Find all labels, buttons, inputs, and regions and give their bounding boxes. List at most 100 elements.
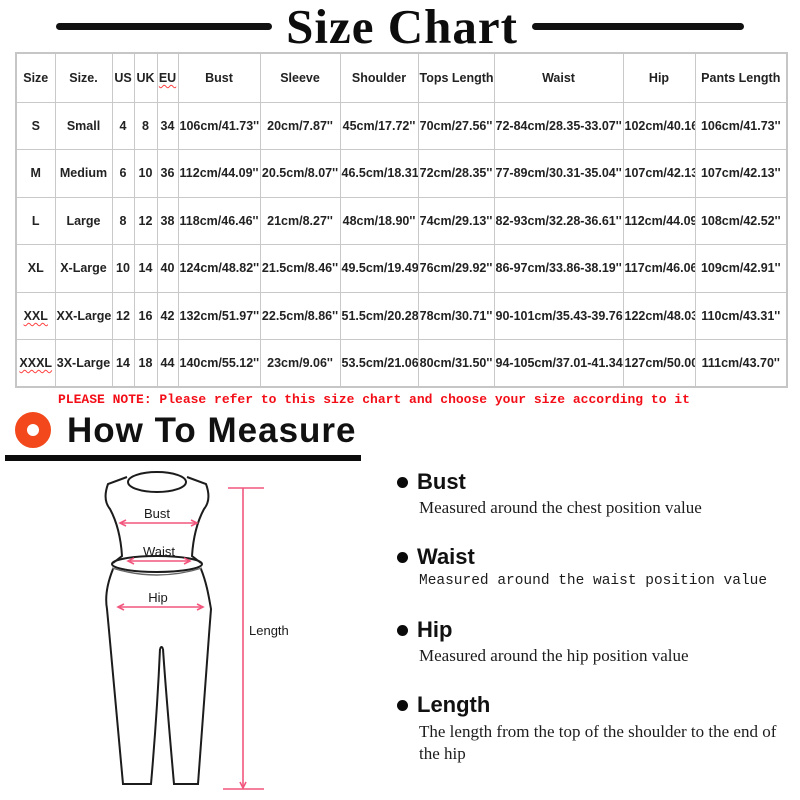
size-cell: 12 bbox=[111, 291, 135, 340]
garment-top-outline bbox=[104, 471, 210, 573]
size-cell: 112cm/44.09'' bbox=[622, 196, 696, 245]
size-cell: 132cm/51.97'' bbox=[177, 291, 261, 340]
garment-pants-outline bbox=[105, 567, 213, 785]
size-cell: 118cm/46.46'' bbox=[177, 196, 261, 245]
measure-item-bust: Bust Measured around the chest position v… bbox=[397, 469, 797, 519]
bullet-dot-icon bbox=[397, 476, 408, 488]
size-cell: XXL bbox=[15, 291, 56, 340]
size-cell: XL bbox=[15, 244, 56, 293]
measure-definitions: Bust Measured around the chest position v… bbox=[397, 469, 797, 791]
size-cell: 12 bbox=[133, 196, 158, 245]
col-header-uk: UK bbox=[133, 52, 158, 103]
size-cell: 77-89cm/30.31-35.04'' bbox=[493, 149, 624, 198]
bullet-dot-icon bbox=[397, 699, 408, 711]
measurement-lines bbox=[116, 487, 264, 790]
size-cell: S bbox=[15, 101, 56, 150]
size-row-xxxl: XXXL 3X-Large 14 18 44 140cm/55.12'' 23cm/9.06… bbox=[15, 339, 788, 388]
size-cell: 34 bbox=[156, 101, 179, 150]
size-cell: 90-101cm/35.43-39.76'' bbox=[493, 291, 624, 340]
size-cell: 44 bbox=[156, 339, 179, 388]
size-cell: 109cm/42.91'' bbox=[694, 244, 788, 293]
col-header-size-: Size. bbox=[54, 52, 113, 103]
page-title: Size Chart bbox=[286, 0, 518, 54]
size-row-m: M Medium 6 10 36 112cm/44.09'' 20.5cm/8.07'' 46… bbox=[15, 149, 788, 198]
size-cell: 8 bbox=[133, 101, 158, 150]
measure-item-heading: Waist bbox=[397, 545, 797, 569]
measure-desc: Measured around the chest position value bbox=[419, 498, 702, 518]
size-cell: 20.5cm/8.07'' bbox=[259, 149, 341, 198]
measure-label: Length bbox=[417, 692, 491, 718]
measure-desc: Measured around the hip position value bbox=[419, 646, 689, 666]
size-table-body: S Small 4 8 34 106cm/41.73'' 20cm/7.87'' 45cm/1… bbox=[15, 101, 788, 388]
measure-desc: The length from the top of the shoulder … bbox=[419, 721, 777, 763]
size-cell: 10 bbox=[111, 244, 135, 293]
size-cell: 40 bbox=[156, 244, 179, 293]
measure-label: Hip bbox=[417, 617, 453, 643]
size-cell: 14 bbox=[111, 339, 135, 388]
col-header-pants-length: Pants Length bbox=[694, 52, 788, 103]
size-cell: XXXL bbox=[15, 339, 56, 388]
size-cell: 140cm/55.12'' bbox=[177, 339, 261, 388]
diagram-bust-label: Bust bbox=[144, 506, 170, 521]
title-decorative-line-right bbox=[531, 22, 744, 30]
size-cell: 22.5cm/8.86'' bbox=[259, 291, 341, 340]
size-cell: 94-105cm/37.01-41.34'' bbox=[493, 339, 624, 388]
size-cell: 21.5cm/8.46'' bbox=[259, 244, 341, 293]
size-row-s: S Small 4 8 34 106cm/41.73'' 20cm/7.87'' 45cm/1… bbox=[15, 101, 788, 150]
size-cell: 106cm/41.73'' bbox=[177, 101, 261, 150]
measure-item-length: Length The length from the top of the sho… bbox=[397, 693, 797, 764]
measure-item-hip: Hip Measured around the hip position valu… bbox=[397, 617, 797, 667]
size-cell: 108cm/42.52'' bbox=[694, 196, 788, 245]
size-cell: Medium bbox=[54, 149, 113, 198]
size-table-header-row: Size Size. US UK EU Bust Sleeve Shoulder Tops Le… bbox=[15, 52, 788, 103]
col-header-shoulder: Shoulder bbox=[339, 52, 419, 103]
size-cell: 4 bbox=[111, 101, 135, 150]
measure-label: Bust bbox=[417, 469, 466, 494]
size-cell: 42 bbox=[156, 291, 179, 340]
size-row-xl: XL X-Large 10 14 40 124cm/48.82'' 21.5cm/8.46'… bbox=[15, 244, 788, 293]
col-header-eu: EU bbox=[156, 52, 179, 103]
size-cell: 111cm/43.70'' bbox=[694, 339, 788, 388]
size-cell: 18 bbox=[133, 339, 158, 388]
size-cell: 76cm/29.92'' bbox=[417, 244, 495, 293]
size-cell: M bbox=[15, 149, 56, 198]
measure-item-heading: Length bbox=[397, 693, 797, 717]
size-cell: 3X-Large bbox=[54, 339, 113, 388]
size-cell: 45cm/17.72'' bbox=[339, 101, 419, 150]
measure-item-waist: Waist Measured around the waist position … bbox=[397, 545, 797, 592]
size-cell: 127cm/50.00'' bbox=[622, 339, 696, 388]
size-cell: 21cm/8.27'' bbox=[259, 196, 341, 245]
size-cell: 107cm/42.13'' bbox=[694, 149, 788, 198]
diagram-hip-label: Hip bbox=[148, 590, 168, 605]
size-cell: 14 bbox=[133, 244, 158, 293]
size-cell: 53.5cm/21.06'' bbox=[339, 339, 419, 388]
size-cell: 107cm/42.13'' bbox=[622, 149, 696, 198]
size-cell: 38 bbox=[156, 196, 179, 245]
size-cell: 46.5cm/18.31'' bbox=[339, 149, 419, 198]
measure-item-heading: Bust bbox=[397, 469, 797, 494]
size-cell: Large bbox=[54, 196, 113, 245]
size-cell: 70cm/27.56'' bbox=[417, 101, 495, 150]
size-cell: 86-97cm/33.86-38.19'' bbox=[493, 244, 624, 293]
size-cell: 20cm/7.87'' bbox=[259, 101, 341, 150]
col-header-hip: Hip bbox=[622, 52, 696, 103]
size-cell: 82-93cm/32.28-36.61'' bbox=[493, 196, 624, 245]
bullet-dot-icon bbox=[397, 624, 408, 636]
size-note: PLEASE NOTE: Please refer to this size c… bbox=[58, 392, 690, 407]
size-cell: 78cm/30.71'' bbox=[417, 291, 495, 340]
size-cell: XX-Large bbox=[54, 291, 113, 340]
heading-underline bbox=[5, 455, 361, 461]
size-cell: 80cm/31.50'' bbox=[417, 339, 495, 388]
bullet-dot-icon bbox=[397, 551, 408, 563]
size-cell: 122cm/48.03'' bbox=[622, 291, 696, 340]
size-cell: Small bbox=[54, 101, 113, 150]
size-cell: 106cm/41.73'' bbox=[694, 101, 788, 150]
size-cell: 72-84cm/28.35-33.07'' bbox=[493, 101, 624, 150]
col-header-waist: Waist bbox=[493, 52, 624, 103]
size-cell: 36 bbox=[156, 149, 179, 198]
size-cell: 124cm/48.82'' bbox=[177, 244, 261, 293]
size-cell: 117cm/46.06'' bbox=[622, 244, 696, 293]
size-cell: 112cm/44.09'' bbox=[177, 149, 261, 198]
size-cell: L bbox=[15, 196, 56, 245]
